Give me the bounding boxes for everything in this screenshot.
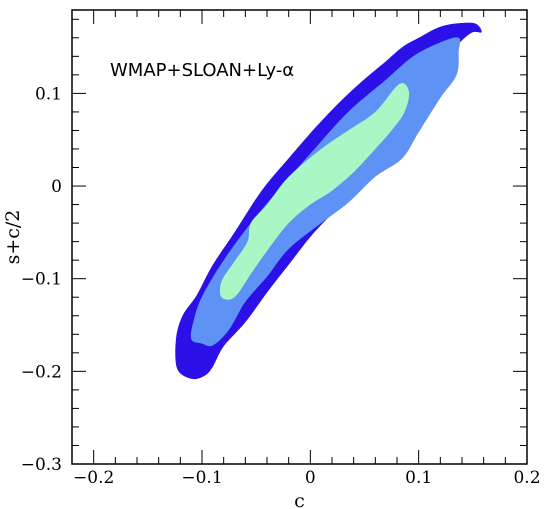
y-tick-label: −0.2 bbox=[21, 362, 62, 382]
x-tick-label: −0.1 bbox=[181, 468, 222, 488]
region-inner bbox=[219, 83, 410, 300]
plot-frame bbox=[71, 9, 528, 465]
tick-labels: −0.2 −0.1 0 0.1 0.2 −0.3 −0.2 −0.1 0 0.1 bbox=[21, 84, 541, 488]
x-tick-label: 0 bbox=[305, 468, 316, 488]
x-tick-label: −0.2 bbox=[73, 468, 114, 488]
x-axis-label: c bbox=[294, 490, 305, 509]
y-tick-label: −0.1 bbox=[21, 270, 62, 290]
chart-annotation: WMAP+SLOAN+Ly-α bbox=[110, 60, 294, 81]
y-tick-label: 0.1 bbox=[35, 84, 62, 104]
confidence-regions bbox=[175, 22, 482, 380]
y-tick-label: 0 bbox=[51, 177, 62, 197]
y-axis-label: s+c/2 bbox=[2, 210, 24, 265]
x-tick-label: 0.2 bbox=[513, 468, 540, 488]
axis-ticks bbox=[71, 10, 528, 465]
x-tick-label: 0.1 bbox=[405, 468, 432, 488]
y-tick-label: −0.3 bbox=[21, 455, 62, 475]
